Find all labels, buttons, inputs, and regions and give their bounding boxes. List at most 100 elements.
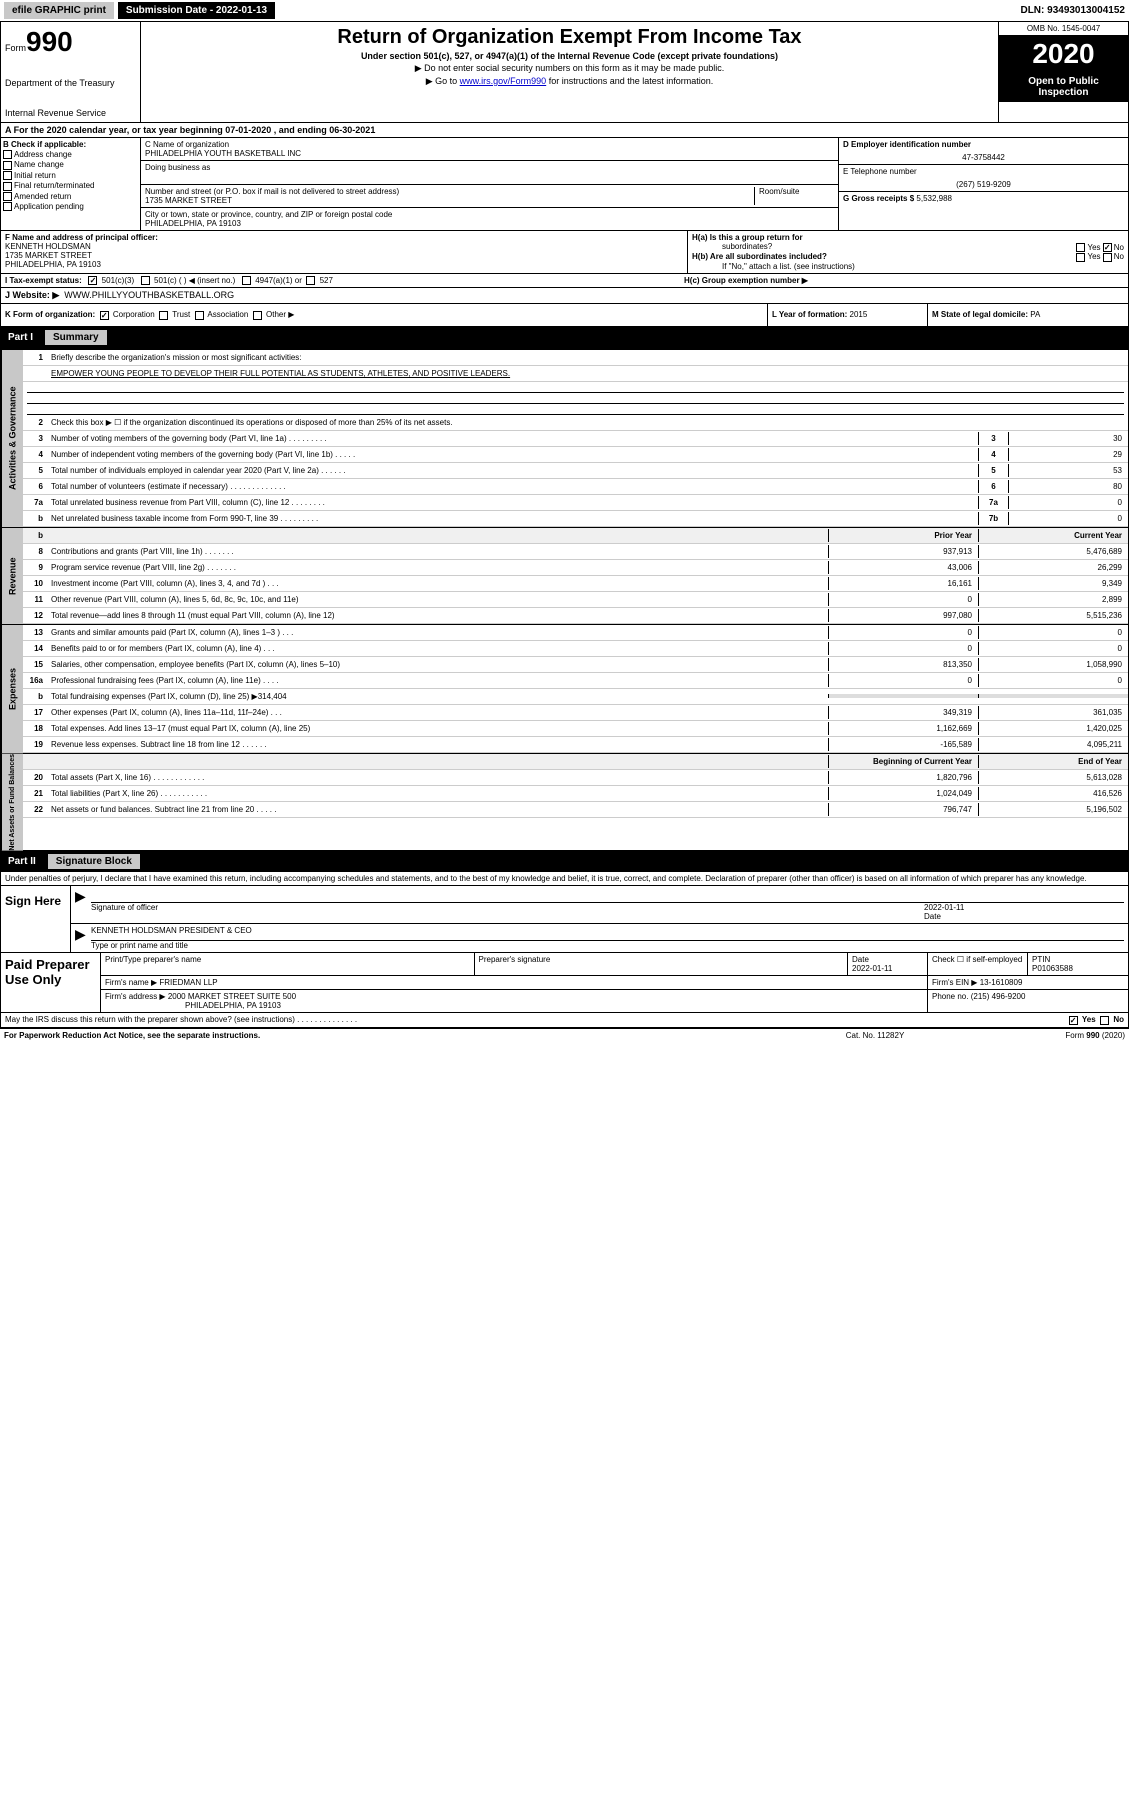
corp-label: Corporation: [113, 310, 155, 319]
name-change-chk[interactable]: [3, 161, 12, 170]
line21-prior: 1,024,049: [828, 787, 978, 800]
initial-label: Initial return: [14, 171, 56, 180]
line8-label: Contributions and grants (Part VIII, lin…: [47, 545, 828, 558]
form-word: Form: [5, 43, 26, 53]
line20-curr: 5,613,028: [978, 771, 1128, 784]
dept-treasury: Department of the Treasury: [5, 78, 136, 88]
form-number: 990: [26, 26, 73, 57]
perjury-statement: Under penalties of perjury, I declare th…: [1, 872, 1128, 886]
line15-prior: 813,350: [828, 658, 978, 671]
line14-curr: 0: [978, 642, 1128, 655]
dln: DLN: 93493013004152: [1020, 5, 1125, 16]
hb-label: H(b) Are all subordinates included?: [692, 252, 827, 261]
initial-chk[interactable]: [3, 171, 12, 180]
header-right: OMB No. 1545-0047 2020 Open to Public In…: [998, 22, 1128, 122]
header-left: Form990 Department of the Treasury Inter…: [1, 22, 141, 122]
pending-chk[interactable]: [3, 202, 12, 211]
final-chk[interactable]: [3, 182, 12, 191]
header-center: Return of Organization Exempt From Incom…: [141, 22, 998, 122]
section-h: H(a) Is this a group return for subordin…: [688, 231, 1128, 273]
revenue-section: Revenue bPrior YearCurrent Year 8Contrib…: [0, 528, 1129, 625]
sig-officer-label: Signature of officer: [91, 903, 924, 921]
prior-year-hdr: Prior Year: [828, 529, 978, 542]
pending-label: Application pending: [14, 202, 84, 211]
line3-label: Number of voting members of the governin…: [47, 432, 978, 445]
expenses-label: Expenses: [1, 625, 23, 753]
line13-curr: 0: [978, 626, 1128, 639]
4947-label: 4947(a)(1) or: [255, 276, 302, 285]
ha-yes: Yes: [1087, 243, 1100, 252]
line10-curr: 9,349: [978, 577, 1128, 590]
ha-yes-chk[interactable]: [1076, 243, 1085, 252]
section-f: F Name and address of principal officer:…: [1, 231, 688, 273]
firm-name-label: Firm's name ▶: [105, 978, 157, 987]
trust-label: Trust: [172, 310, 190, 319]
tax-exempt-row: I Tax-exempt status: 501(c)(3) 501(c) ( …: [0, 274, 1129, 288]
527-chk[interactable]: [306, 276, 315, 285]
blank-line: [27, 393, 1124, 404]
k-label: K Form of organization:: [5, 310, 95, 319]
subs-label: subordinates?: [692, 242, 803, 251]
line16a-label: Professional fundraising fees (Part IX, …: [47, 674, 828, 687]
527-label: 527: [320, 276, 333, 285]
line19-label: Revenue less expenses. Subtract line 18 …: [47, 738, 828, 751]
irs-link[interactable]: www.irs.gov/Form990: [460, 76, 547, 86]
firm-phone: (215) 496-9200: [971, 992, 1026, 1001]
ptin: P01063588: [1032, 964, 1124, 973]
hb-no-chk[interactable]: [1103, 253, 1112, 262]
addr-change-chk[interactable]: [3, 150, 12, 159]
trust-chk[interactable]: [159, 311, 168, 320]
line7b-val: 0: [1008, 512, 1128, 525]
print-name-label: Print/Type preparer's name: [101, 953, 475, 975]
line7b-label: Net unrelated business taxable income fr…: [47, 512, 978, 525]
line16a-prior: 0: [828, 674, 978, 687]
line1-label: Briefly describe the organization's miss…: [47, 351, 1128, 364]
ha-no-chk[interactable]: [1103, 243, 1112, 252]
city-label: City or town, state or province, country…: [145, 210, 834, 219]
end-year-hdr: End of Year: [978, 755, 1128, 768]
prep-date: 2022-01-11: [852, 964, 923, 973]
self-employed-chk: Check ☐ if self-employed: [928, 953, 1028, 975]
prep-sig-label: Preparer's signature: [475, 953, 849, 975]
signature-block: Under penalties of perjury, I declare th…: [0, 872, 1129, 953]
firm-phone-label: Phone no.: [932, 992, 968, 1001]
4947-chk[interactable]: [242, 276, 251, 285]
501c-chk[interactable]: [141, 276, 150, 285]
discuss-no: No: [1113, 1015, 1124, 1024]
line16a-curr: 0: [978, 674, 1128, 687]
amended-chk[interactable]: [3, 192, 12, 201]
omb-number: OMB No. 1545-0047: [999, 22, 1128, 36]
part1-num: Part I: [8, 332, 41, 343]
state-domicile: PA: [1030, 310, 1040, 319]
section-b: B Check if applicable: Address change Na…: [1, 138, 141, 230]
phone: (267) 519-9209: [843, 180, 1124, 189]
begin-year-hdr: Beginning of Current Year: [828, 755, 978, 768]
sign-date-label: Date: [924, 912, 1124, 921]
other-chk[interactable]: [253, 311, 262, 320]
submission-date-btn[interactable]: Submission Date - 2022-01-13: [118, 2, 275, 19]
open-public: Open to Public Inspection: [999, 72, 1128, 102]
line7a-label: Total unrelated business revenue from Pa…: [47, 496, 978, 509]
netassets-section: Net Assets or Fund Balances Beginning of…: [0, 754, 1129, 852]
line15-curr: 1,058,990: [978, 658, 1128, 671]
hb-yes-chk[interactable]: [1076, 253, 1085, 262]
ptin-label: PTIN: [1032, 955, 1124, 964]
i-label: I Tax-exempt status:: [5, 276, 82, 285]
discuss-yes-chk[interactable]: [1069, 1016, 1078, 1025]
form-footer: Form 990 (2020): [975, 1031, 1125, 1040]
line12-prior: 997,080: [828, 609, 978, 622]
line9-prior: 43,006: [828, 561, 978, 574]
line5-val: 53: [1008, 464, 1128, 477]
entity-block: B Check if applicable: Address change Na…: [0, 137, 1129, 231]
pra-notice: For Paperwork Reduction Act Notice, see …: [4, 1031, 260, 1040]
cat-no: Cat. No. 11282Y: [775, 1031, 975, 1040]
form-header: Form990 Department of the Treasury Inter…: [0, 21, 1129, 123]
discuss-no-chk[interactable]: [1100, 1016, 1109, 1025]
501c3-chk[interactable]: [88, 276, 97, 285]
line21-curr: 416,526: [978, 787, 1128, 800]
website-row: J Website: ▶ WWW.PHILLYYOUTHBASKETBALL.O…: [0, 288, 1129, 304]
assoc-chk[interactable]: [195, 311, 204, 320]
corp-chk[interactable]: [100, 311, 109, 320]
main-title: Return of Organization Exempt From Incom…: [145, 26, 994, 49]
g-label: G Gross receipts $: [843, 194, 914, 203]
